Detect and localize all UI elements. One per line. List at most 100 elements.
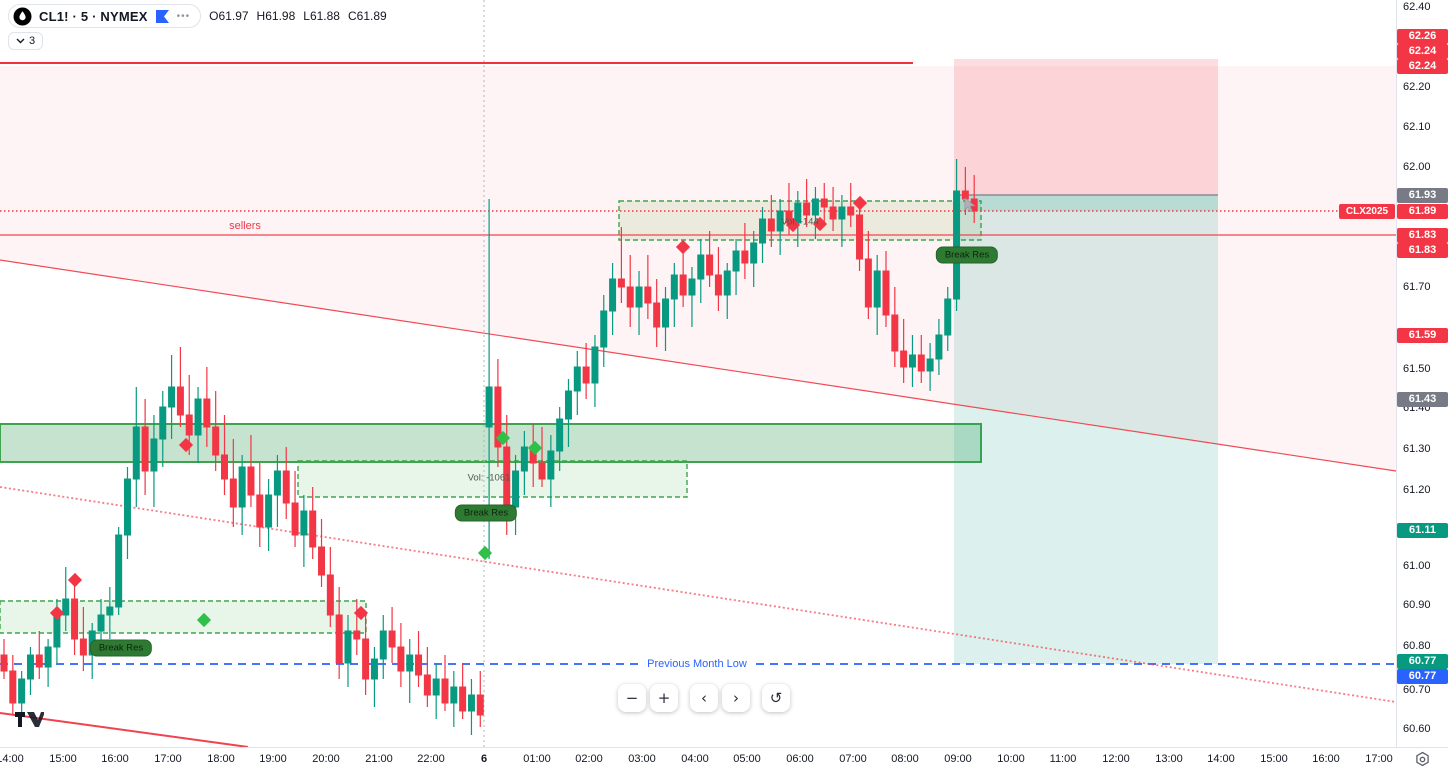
- candle-body[interactable]: [635, 286, 643, 308]
- trend-dotted[interactable]: [0, 486, 1397, 703]
- candle-body[interactable]: [97, 614, 105, 632]
- signal-diamond-icon[interactable]: [178, 437, 194, 453]
- candle-body[interactable]: [609, 278, 617, 312]
- supply-band-solid[interactable]: [0, 423, 982, 463]
- candle-body[interactable]: [953, 190, 961, 300]
- candle-body[interactable]: [79, 638, 87, 656]
- candle-body[interactable]: [115, 534, 123, 608]
- candle-body[interactable]: [908, 354, 916, 368]
- candle-body[interactable]: [123, 478, 131, 536]
- candle-body[interactable]: [582, 366, 590, 384]
- candle-body[interactable]: [591, 346, 599, 384]
- candle-body[interactable]: [811, 198, 819, 216]
- candle-body[interactable]: [318, 546, 326, 576]
- candle-body[interactable]: [520, 446, 528, 472]
- candle-body[interactable]: [556, 418, 564, 452]
- candle-body[interactable]: [415, 654, 423, 676]
- candle-body[interactable]: [900, 350, 908, 368]
- candle-body[interactable]: [450, 686, 458, 704]
- candle-body[interactable]: [644, 286, 652, 304]
- reset-view-button[interactable]: ↺: [762, 684, 790, 712]
- candle-body[interactable]: [441, 678, 449, 704]
- candle-body[interactable]: [732, 250, 740, 272]
- candle-body[interactable]: [229, 478, 237, 508]
- candle-body[interactable]: [485, 386, 493, 428]
- symbol-title[interactable]: CL1! · 5 · NYMEX: [39, 8, 148, 24]
- signal-diamond-icon[interactable]: [812, 216, 828, 232]
- signal-diamond-icon[interactable]: [527, 440, 543, 456]
- scroll-left-button[interactable]: ‹: [690, 684, 718, 712]
- candle-body[interactable]: [670, 274, 678, 300]
- candle-body[interactable]: [512, 470, 520, 508]
- candle-body[interactable]: [741, 250, 749, 264]
- zoom-out-button[interactable]: −: [618, 684, 646, 712]
- candle-body[interactable]: [494, 386, 502, 448]
- candle-body[interactable]: [459, 686, 467, 712]
- candle-body[interactable]: [265, 494, 273, 528]
- signal-diamond-icon[interactable]: [852, 195, 868, 211]
- candle-body[interactable]: [829, 206, 837, 220]
- candle-body[interactable]: [838, 206, 846, 220]
- candle-body[interactable]: [150, 438, 158, 472]
- break-res-label[interactable]: Break Res: [935, 246, 999, 264]
- candle-body[interactable]: [476, 694, 484, 716]
- flag-icon[interactable]: [155, 9, 170, 23]
- candle-body[interactable]: [935, 334, 943, 360]
- candle-body[interactable]: [44, 646, 52, 668]
- candle-body[interactable]: [767, 218, 775, 232]
- candle-body[interactable]: [203, 398, 211, 428]
- entry-strip[interactable]: [954, 195, 1218, 211]
- candle-body[interactable]: [926, 358, 934, 372]
- candle-body[interactable]: [212, 426, 220, 456]
- candle-body[interactable]: [847, 206, 855, 216]
- candle-body[interactable]: [564, 390, 572, 420]
- candle-body[interactable]: [600, 310, 608, 348]
- candle-body[interactable]: [309, 510, 317, 548]
- indicators-collapsed-chip[interactable]: 3: [8, 32, 44, 50]
- candle-body[interactable]: [714, 274, 722, 296]
- candle-body[interactable]: [467, 694, 475, 712]
- candle-body[interactable]: [62, 598, 70, 616]
- candle-body[interactable]: [882, 270, 890, 316]
- candle-body[interactable]: [185, 414, 193, 436]
- candle-body[interactable]: [106, 606, 114, 616]
- candle-body[interactable]: [891, 314, 899, 352]
- symbol-pill[interactable]: CL1! · 5 · NYMEX •••: [8, 4, 202, 28]
- candle-body[interactable]: [538, 462, 546, 480]
- candle-body[interactable]: [944, 298, 952, 336]
- candle-body[interactable]: [247, 466, 255, 496]
- candle-body[interactable]: [432, 678, 440, 696]
- candle-body[interactable]: [221, 454, 228, 480]
- candle-body[interactable]: [864, 258, 872, 308]
- candle-body[interactable]: [273, 470, 281, 496]
- candle-body[interactable]: [35, 654, 43, 668]
- candle-body[interactable]: [353, 630, 361, 640]
- candle-body[interactable]: [697, 254, 705, 280]
- candle-body[interactable]: [71, 598, 79, 640]
- candle-body[interactable]: [873, 270, 881, 308]
- trend-upper[interactable]: [0, 259, 1397, 472]
- break-res-label[interactable]: Break Res: [454, 504, 518, 522]
- candle-body[interactable]: [18, 678, 26, 704]
- candle-body[interactable]: [803, 202, 811, 216]
- more-options-icon[interactable]: •••: [176, 10, 191, 22]
- candle-body[interactable]: [238, 466, 246, 508]
- candle-body[interactable]: [723, 270, 731, 296]
- candle-body[interactable]: [168, 386, 176, 408]
- candle-body[interactable]: [423, 674, 431, 696]
- candle-body[interactable]: [626, 286, 634, 308]
- candle-body[interactable]: [679, 274, 687, 296]
- candle-body[interactable]: [132, 426, 140, 480]
- signal-diamond-icon[interactable]: [675, 239, 691, 255]
- risk-box[interactable]: [954, 59, 1218, 195]
- candle-body[interactable]: [9, 670, 17, 704]
- candle-body[interactable]: [820, 198, 828, 208]
- candle-body[interactable]: [617, 278, 625, 288]
- gear-icon[interactable]: [1414, 751, 1431, 768]
- candle-body[interactable]: [26, 654, 34, 680]
- candle-body[interactable]: [256, 494, 264, 528]
- candle-body[interactable]: [750, 242, 758, 264]
- candle-body[interactable]: [176, 386, 184, 416]
- candle-body[interactable]: [370, 658, 378, 680]
